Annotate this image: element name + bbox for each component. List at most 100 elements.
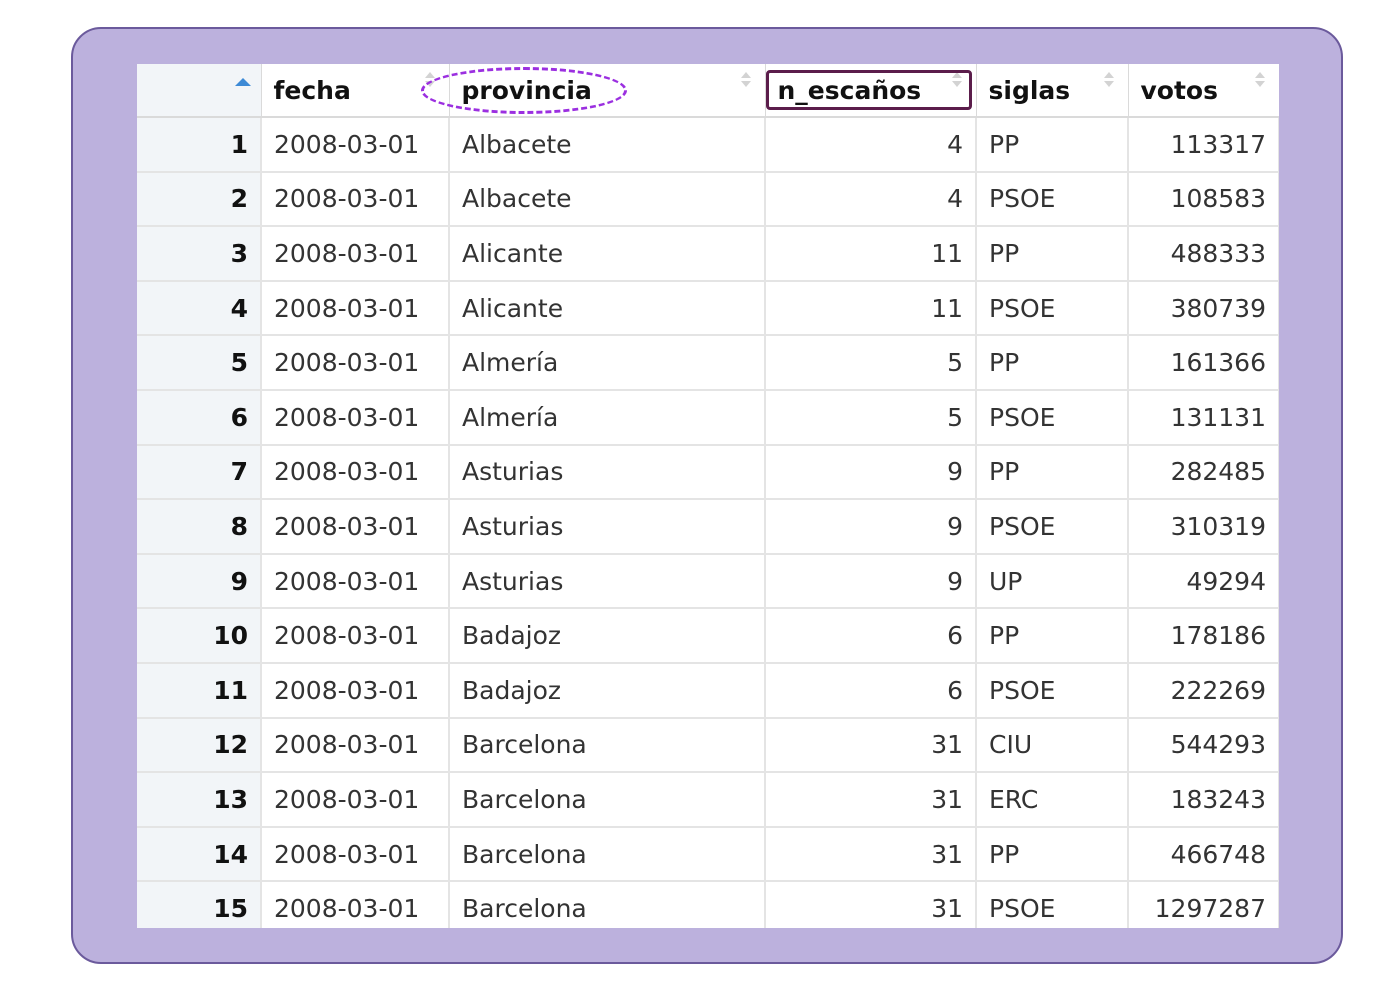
cell-rownum: 5 xyxy=(137,335,262,391)
table-row: 12 2008-03-01 Barcelona 31 CIU 544293 xyxy=(137,717,1279,774)
table-body: 1 2008-03-01 Albacete 4 PP 113317 2 2008-03-01 A… xyxy=(137,117,1279,928)
data-table: fecha provincia n_escaños siglas votos 1 2008… xyxy=(137,64,1279,928)
cell-votos: 1297287 xyxy=(1128,881,1279,928)
sort-ascending-icon[interactable] xyxy=(234,78,251,86)
cell-siglas: CIU xyxy=(976,717,1129,774)
cell-siglas: PP xyxy=(976,335,1129,391)
cell-siglas: PSOE xyxy=(976,662,1129,719)
table-row: 9 2008-03-01 Asturias 9 UP 49294 xyxy=(137,553,1279,610)
cell-votos: 222269 xyxy=(1128,662,1279,719)
cell-n-escanos: 5 xyxy=(765,389,977,446)
cell-votos: 49294 xyxy=(1128,553,1279,610)
cell-provincia: Asturias xyxy=(449,444,766,501)
cell-fecha: 2008-03-01 xyxy=(261,117,450,173)
cell-siglas: PP xyxy=(976,826,1129,883)
cell-provincia: Albacete xyxy=(449,171,766,228)
table-row: 14 2008-03-01 Barcelona 31 PP 466748 xyxy=(137,826,1279,883)
cell-n-escanos: 5 xyxy=(765,335,977,391)
cell-rownum: 6 xyxy=(137,389,262,446)
cell-rownum: 11 xyxy=(137,662,262,719)
cell-n-escanos: 31 xyxy=(765,772,977,828)
sort-icon[interactable] xyxy=(1103,72,1114,87)
table-row: 4 2008-03-01 Alicante 11 PSOE 380739 xyxy=(137,280,1279,337)
cell-siglas: PP xyxy=(976,608,1129,664)
cell-fecha: 2008-03-01 xyxy=(261,389,450,446)
table-header-row: fecha provincia n_escaños siglas votos xyxy=(137,64,1279,118)
cell-rownum: 3 xyxy=(137,226,262,282)
cell-rownum: 7 xyxy=(137,444,262,501)
cell-rownum: 4 xyxy=(137,280,262,337)
column-header-fecha[interactable]: fecha xyxy=(261,64,450,118)
cell-n-escanos: 11 xyxy=(765,280,977,337)
cell-n-escanos: 6 xyxy=(765,608,977,664)
cell-n-escanos: 9 xyxy=(765,553,977,610)
column-header-rownum[interactable] xyxy=(137,64,262,118)
table-row: 3 2008-03-01 Alicante 11 PP 488333 xyxy=(137,226,1279,282)
column-header-votos[interactable]: votos xyxy=(1128,64,1279,118)
sort-icon[interactable] xyxy=(424,72,435,87)
cell-n-escanos: 4 xyxy=(765,117,977,173)
cell-provincia: Asturias xyxy=(449,553,766,610)
table-row: 8 2008-03-01 Asturias 9 PSOE 310319 xyxy=(137,499,1279,555)
cell-votos: 488333 xyxy=(1128,226,1279,282)
cell-fecha: 2008-03-01 xyxy=(261,171,450,228)
table-row: 10 2008-03-01 Badajoz 6 PP 178186 xyxy=(137,608,1279,664)
cell-rownum: 12 xyxy=(137,717,262,774)
cell-provincia: Almería xyxy=(449,335,766,391)
cell-siglas: PSOE xyxy=(976,499,1129,555)
table-row: 5 2008-03-01 Almería 5 PP 161366 xyxy=(137,335,1279,391)
cell-rownum: 10 xyxy=(137,608,262,664)
cell-votos: 282485 xyxy=(1128,444,1279,501)
cell-votos: 161366 xyxy=(1128,335,1279,391)
data-viewer: fecha provincia n_escaños siglas votos 1 2008… xyxy=(137,64,1279,928)
cell-votos: 310319 xyxy=(1128,499,1279,555)
cell-rownum: 1 xyxy=(137,117,262,173)
cell-siglas: PSOE xyxy=(976,280,1129,337)
cell-fecha: 2008-03-01 xyxy=(261,335,450,391)
cell-provincia: Badajoz xyxy=(449,608,766,664)
cell-fecha: 2008-03-01 xyxy=(261,608,450,664)
cell-n-escanos: 9 xyxy=(765,499,977,555)
cell-siglas: ERC xyxy=(976,772,1129,828)
sort-icon[interactable] xyxy=(951,72,962,87)
cell-fecha: 2008-03-01 xyxy=(261,280,450,337)
cell-fecha: 2008-03-01 xyxy=(261,226,450,282)
cell-votos: 466748 xyxy=(1128,826,1279,883)
column-header-n-escanos[interactable]: n_escaños xyxy=(765,64,977,118)
cell-fecha: 2008-03-01 xyxy=(261,881,450,928)
table-row: 6 2008-03-01 Almería 5 PSOE 131131 xyxy=(137,389,1279,446)
cell-provincia: Asturias xyxy=(449,499,766,555)
sort-icon[interactable] xyxy=(740,72,751,87)
cell-provincia: Albacete xyxy=(449,117,766,173)
column-header-label: provincia xyxy=(461,75,592,105)
cell-provincia: Almería xyxy=(449,389,766,446)
cell-siglas: PP xyxy=(976,444,1129,501)
cell-n-escanos: 6 xyxy=(765,662,977,719)
cell-siglas: PP xyxy=(976,226,1129,282)
cell-votos: 131131 xyxy=(1128,389,1279,446)
cell-siglas: PSOE xyxy=(976,171,1129,228)
cell-votos: 113317 xyxy=(1128,117,1279,173)
cell-votos: 544293 xyxy=(1128,717,1279,774)
sort-icon[interactable] xyxy=(1254,72,1265,87)
column-header-provincia[interactable]: provincia xyxy=(449,64,766,118)
column-header-label: siglas xyxy=(988,75,1071,105)
cell-fecha: 2008-03-01 xyxy=(261,553,450,610)
cell-votos: 108583 xyxy=(1128,171,1279,228)
table-row: 2 2008-03-01 Albacete 4 PSOE 108583 xyxy=(137,171,1279,228)
cell-provincia: Barcelona xyxy=(449,717,766,774)
cell-n-escanos: 4 xyxy=(765,171,977,228)
cell-fecha: 2008-03-01 xyxy=(261,444,450,501)
cell-fecha: 2008-03-01 xyxy=(261,772,450,828)
cell-fecha: 2008-03-01 xyxy=(261,662,450,719)
cell-votos: 183243 xyxy=(1128,772,1279,828)
table-row: 11 2008-03-01 Badajoz 6 PSOE 222269 xyxy=(137,662,1279,719)
cell-provincia: Barcelona xyxy=(449,772,766,828)
cell-rownum: 2 xyxy=(137,171,262,228)
table-row: 13 2008-03-01 Barcelona 31 ERC 183243 xyxy=(137,772,1279,828)
cell-fecha: 2008-03-01 xyxy=(261,717,450,774)
table-row: 7 2008-03-01 Asturias 9 PP 282485 xyxy=(137,444,1279,501)
column-header-siglas[interactable]: siglas xyxy=(976,64,1129,118)
cell-n-escanos: 31 xyxy=(765,717,977,774)
cell-fecha: 2008-03-01 xyxy=(261,499,450,555)
